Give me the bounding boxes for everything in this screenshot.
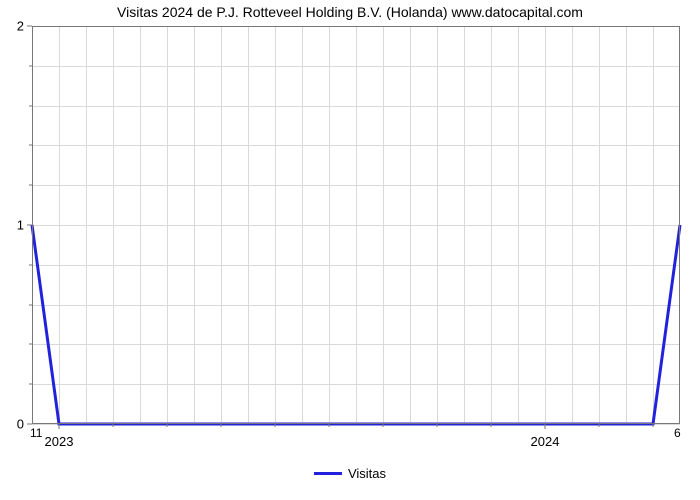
- y-tick-mark-minor: [29, 65, 32, 66]
- chart-title: Visitas 2024 de P.J. Rotteveel Holding B…: [0, 4, 700, 20]
- corner-label-bottom-left: 11: [30, 426, 42, 440]
- y-tick-mark: [27, 424, 32, 425]
- y-tick-mark: [27, 26, 32, 27]
- x-tick-mark-minor: [437, 424, 438, 427]
- x-tick-mark-minor: [599, 424, 600, 427]
- x-tick-mark-minor: [383, 424, 384, 427]
- x-tick-label: 2024: [531, 434, 560, 449]
- x-tick-mark: [59, 424, 60, 429]
- x-tick-mark: [545, 424, 546, 429]
- corner-label-bottom-right: 6: [674, 426, 681, 440]
- y-tick-label: 1: [17, 218, 24, 233]
- x-tick-mark-minor: [653, 424, 654, 427]
- y-tick-mark-minor: [29, 105, 32, 106]
- chart-container: Visitas 2024 de P.J. Rotteveel Holding B…: [0, 0, 700, 500]
- legend-label: Visitas: [348, 466, 386, 481]
- y-tick-mark-minor: [29, 145, 32, 146]
- x-tick-mark-minor: [167, 424, 168, 427]
- x-tick-mark-minor: [329, 424, 330, 427]
- x-tick-mark-minor: [275, 424, 276, 427]
- data-line: [32, 26, 680, 424]
- x-tick-mark-minor: [221, 424, 222, 427]
- y-tick-mark-minor: [29, 185, 32, 186]
- x-tick-mark-minor: [491, 424, 492, 427]
- y-tick-mark-minor: [29, 304, 32, 305]
- y-tick-mark-minor: [29, 264, 32, 265]
- x-tick-mark-minor: [113, 424, 114, 427]
- x-tick-label: 2023: [45, 434, 74, 449]
- y-tick-mark-minor: [29, 384, 32, 385]
- y-tick-mark-minor: [29, 344, 32, 345]
- legend-swatch: [314, 472, 342, 475]
- y-tick-mark: [27, 225, 32, 226]
- y-tick-label: 0: [17, 417, 24, 432]
- plot-area: 01220232024: [32, 26, 680, 424]
- y-tick-label: 2: [17, 19, 24, 34]
- legend: Visitas: [314, 466, 386, 481]
